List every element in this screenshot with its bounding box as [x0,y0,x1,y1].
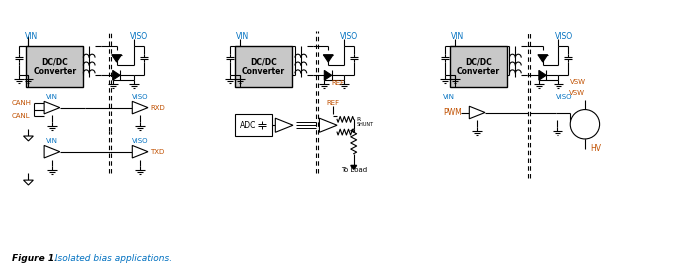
Polygon shape [44,145,60,158]
Text: TXD: TXD [150,149,164,155]
Text: VISO: VISO [555,94,572,100]
Polygon shape [113,70,120,80]
Text: VISO: VISO [130,32,149,41]
Text: VSW: VSW [569,90,585,96]
Text: VIN: VIN [451,32,464,41]
Text: CANH: CANH [12,100,32,106]
Text: DC/DC: DC/DC [464,57,492,66]
Polygon shape [538,55,548,62]
Text: R: R [356,117,361,122]
Text: VISO: VISO [340,32,358,41]
Text: HV: HV [590,144,601,153]
Text: SHUNT: SHUNT [356,122,373,127]
Text: VIN: VIN [236,32,249,41]
Polygon shape [469,106,485,119]
Text: Converter: Converter [456,67,500,76]
Text: VISO: VISO [132,94,149,100]
Text: Figure 1.: Figure 1. [12,254,57,263]
Polygon shape [24,136,33,141]
Text: DC/DC: DC/DC [41,57,69,66]
Text: To Load: To Load [341,167,367,173]
Text: DC/DC: DC/DC [250,57,277,66]
Text: VIN: VIN [46,94,58,100]
Polygon shape [132,101,148,114]
Polygon shape [24,180,33,185]
Polygon shape [325,70,331,80]
Text: Converter: Converter [33,67,77,76]
Text: VIN: VIN [24,32,38,41]
Text: PWM: PWM [443,108,462,117]
Text: VISO: VISO [555,32,572,41]
Text: RXD: RXD [150,105,165,111]
Text: VIN: VIN [46,138,58,144]
Text: VIN: VIN [443,94,455,100]
Polygon shape [132,145,148,158]
Text: REF: REF [327,100,340,106]
Polygon shape [44,101,60,114]
Bar [26,46,84,87]
Text: VSW: VSW [570,79,586,85]
Polygon shape [275,118,293,132]
Bar [235,115,272,136]
Bar [235,46,292,87]
Text: Converter: Converter [242,67,285,76]
Circle shape [570,110,600,139]
Text: ADC: ADC [240,121,256,130]
Text: REF: REF [331,80,345,86]
Text: VISO: VISO [132,138,149,144]
Polygon shape [112,55,122,62]
Polygon shape [351,165,356,169]
Text: Isolated bias applications.: Isolated bias applications. [52,254,172,263]
Bar [449,46,507,87]
Polygon shape [539,70,546,80]
Polygon shape [323,55,333,62]
Text: CANL: CANL [12,113,31,119]
Polygon shape [319,118,337,132]
